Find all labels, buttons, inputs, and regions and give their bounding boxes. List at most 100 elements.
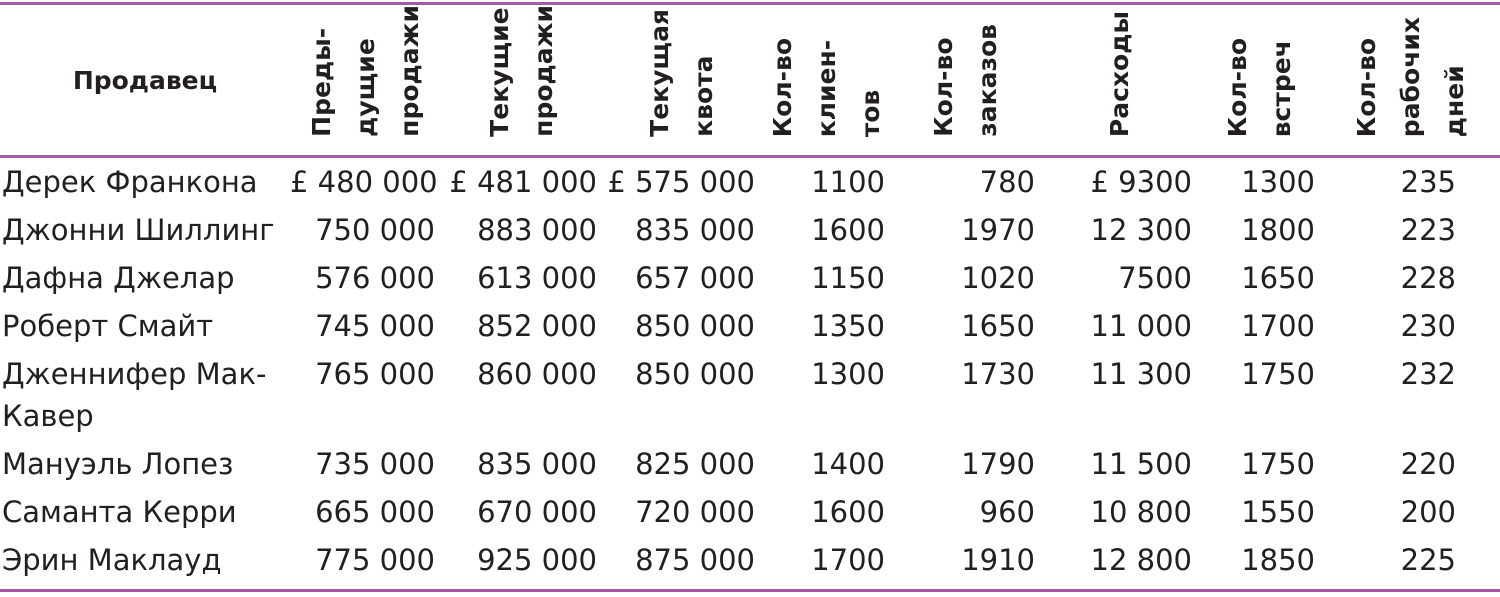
cell: 883 000 [477,213,597,247]
header-line: Продавец [72,65,218,95]
header-text: Текущие продажи [478,5,566,137]
cell: 1020 [961,261,1035,295]
cell: 1650 [961,309,1035,343]
table-row: Дженнифер Мак-Кавер 765 000 860 000 850 000… [0,350,1500,440]
header-row: Продавец Преды-дущие продажи Текущие продажи… [0,4,1500,157]
cell: 1850 [1241,543,1315,577]
cell: 1100 [811,165,885,199]
header-line: Кол-во [929,37,958,137]
cell: 657 000 [635,261,755,295]
cell: 1300 [811,357,885,391]
header-line: квота [689,55,718,137]
table-body: Дерек Франкона £ 480 000 £ 481 000 £ 575 00… [0,157,1500,591]
seller-name: Дженнифер Мак-Кавер [2,357,267,433]
header-line: клиен- [812,39,841,137]
seller-name: Саманта Керри [2,495,237,529]
cell: 860 000 [477,357,597,391]
cell: 765 000 [315,357,435,391]
cell: 835 000 [477,447,597,481]
cell: 925 000 [477,543,597,577]
cell: 720 000 [635,495,755,529]
cell: 1400 [811,447,885,481]
seller-name: Мануэль Лопез [2,447,234,481]
cell: 875 000 [635,543,755,577]
cell: 1790 [961,447,1035,481]
cell: 1600 [811,495,885,529]
cell: 775 000 [315,543,435,577]
column-header: Преды-дущие продажи [290,4,441,157]
header-text: Расходы [1098,11,1142,137]
cell: 1350 [811,309,885,343]
column-header: Расходы [1041,4,1198,157]
cell: 1750 [1241,447,1315,481]
cell: 750 000 [315,213,435,247]
cell: 1700 [1241,309,1315,343]
cell: 665 000 [315,495,435,529]
header-line: дней [1439,65,1469,137]
column-header: Кол-во клиен-тов [761,4,891,157]
seller-name: Джонни Шиллинг [2,213,275,247]
cell: 1300 [1241,165,1315,199]
header-text: Преды-дущие продажи [300,5,432,137]
header-text: Кол-во клиен-тов [761,38,893,137]
seller-name: Дафна Джелар [2,261,235,295]
cell: 1970 [961,213,1035,247]
cell: 11 500 [1090,447,1192,481]
cell: 228 [1400,261,1456,295]
cell: 11 000 [1090,309,1192,343]
cell: £ 480 000 [290,165,438,199]
cell: 200 [1400,495,1456,529]
cell: 852 000 [477,309,597,343]
cell: 225 [1400,543,1456,577]
cell: 960 [979,495,1035,529]
table-row: Джонни Шиллинг 750 000 883 000 835 000 1600 1… [0,206,1500,254]
table-row: Дафна Джелар 576 000 613 000 657 000 1150 102… [0,254,1500,302]
cell: 1730 [961,357,1035,391]
header-line: Кол-во [768,37,797,137]
seller-name: Эрин Маклауд [2,543,222,577]
column-header: Кол-во встреч [1198,4,1321,157]
cell: 1600 [811,213,885,247]
header-line: дущие [350,38,380,137]
header-text: Кол-во встреч [1216,38,1304,137]
column-header: Текущие продажи [441,4,603,157]
cell: 10 800 [1090,495,1192,529]
header-line: Расходы [1104,10,1134,137]
cell: 230 [1400,309,1456,343]
cell: 1700 [811,543,885,577]
header-line: Текущая [645,9,674,137]
cell: 1800 [1241,213,1315,247]
cell: 850 000 [635,309,755,343]
cell: 232 [1400,357,1456,391]
header-line: заказов [973,24,1002,137]
header-line: Преды- [306,28,336,137]
seller-name: Роберт Смайт [2,309,214,343]
cell: £ 9300 [1090,165,1192,199]
header-line: встреч [1266,39,1296,137]
table-header: Продавец Преды-дущие продажи Текущие продажи… [0,4,1500,157]
header-text: Текущая квота [638,9,726,137]
cell: 576 000 [315,261,435,295]
cell: 1150 [811,261,885,295]
header-line: Текущие [485,7,514,137]
header-line: продажи [394,5,424,137]
header-line: продажи [529,5,558,137]
column-header: Кол-во рабочих дней [1321,4,1500,157]
column-header: Текущая квота [603,4,761,157]
column-header: Кол-во заказов [891,4,1041,157]
cell: 1650 [1241,261,1315,295]
header-line: рабочих [1395,16,1425,137]
cell: 850 000 [635,357,755,391]
cell: £ 575 000 [607,165,755,199]
cell: 11 300 [1090,357,1192,391]
cell: 220 [1400,447,1456,481]
cell: 613 000 [477,261,597,295]
cell: 12 800 [1090,543,1192,577]
cell: 1550 [1241,495,1315,529]
header-line: Кол-во [1351,37,1381,137]
cell: 825 000 [635,447,755,481]
column-header: Продавец [0,4,290,157]
cell: 12 300 [1090,213,1192,247]
cell: 235 [1400,165,1456,199]
